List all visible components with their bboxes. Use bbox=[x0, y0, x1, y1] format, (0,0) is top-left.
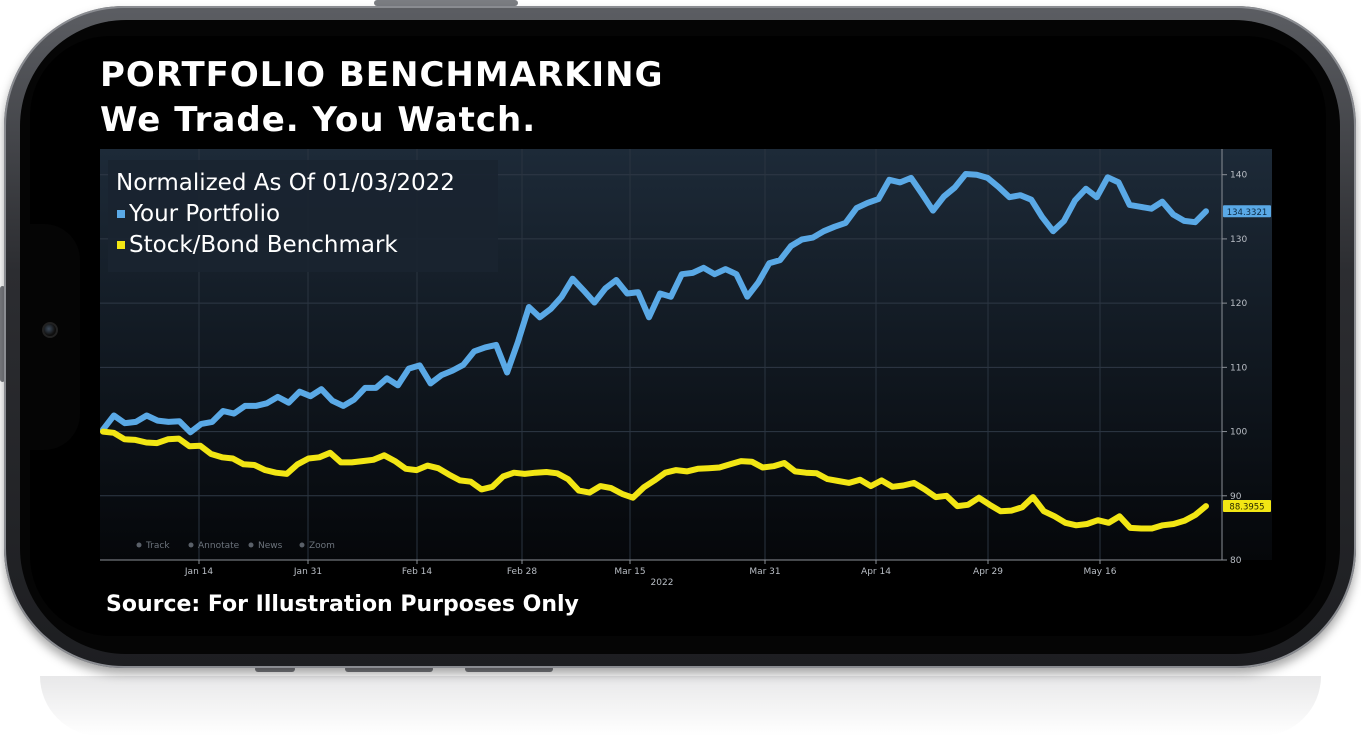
camera-icon bbox=[42, 322, 58, 338]
x-tick-label: Jan 31 bbox=[293, 567, 322, 577]
last-value-label: 134.3321 bbox=[1227, 208, 1268, 218]
last-value-tag bbox=[1223, 500, 1271, 513]
toolbar-item[interactable]: Annotate bbox=[198, 541, 240, 551]
series-lines: 134.3321 88.3955 bbox=[100, 171, 1271, 532]
toolbar-item[interactable]: Zoom bbox=[309, 541, 335, 551]
toolbar-item[interactable]: News bbox=[258, 541, 283, 551]
source-note: Source: For Illustration Purposes Only bbox=[106, 592, 579, 617]
y-tick-label: 80 bbox=[1230, 556, 1242, 566]
y-tick-label: 140 bbox=[1230, 171, 1247, 181]
x-year-label: 2022 bbox=[651, 578, 674, 588]
x-tick-label: Mar 15 bbox=[614, 567, 645, 577]
y-tick-label: 120 bbox=[1230, 299, 1247, 309]
x-tick-label: Apr 14 bbox=[861, 567, 891, 577]
volume-button-1 bbox=[255, 666, 295, 672]
top-button bbox=[374, 0, 518, 6]
x-tick-label: Mar 31 bbox=[749, 567, 780, 577]
legend: Normalized As Of 01/03/2022 Your Portfoli… bbox=[108, 160, 498, 272]
volume-button-3 bbox=[465, 666, 553, 672]
x-tick-label: May 16 bbox=[1084, 567, 1117, 577]
x-tick-label: Feb 28 bbox=[507, 567, 538, 577]
benchmark-line bbox=[100, 428, 1209, 532]
x-tick-label: Jan 14 bbox=[184, 567, 213, 577]
y-tick-label: 100 bbox=[1230, 428, 1247, 438]
x-tick-label: Feb 14 bbox=[402, 567, 433, 577]
y-tick-label: 90 bbox=[1230, 492, 1242, 502]
legend-entry: Your Portfolio bbox=[128, 201, 280, 227]
toolbar-icon bbox=[299, 542, 305, 548]
legend-entry: Stock/Bond Benchmark bbox=[129, 232, 398, 258]
toolbar-icon bbox=[136, 542, 142, 548]
notch bbox=[30, 224, 80, 450]
volume-button-2 bbox=[345, 666, 433, 672]
y-tick-label: 110 bbox=[1230, 363, 1247, 373]
y-tick-label: 130 bbox=[1230, 235, 1247, 245]
legend-swatch bbox=[117, 210, 125, 218]
toolbar-item[interactable]: Track bbox=[145, 541, 170, 551]
toolbar-icon bbox=[188, 542, 194, 548]
legend-box bbox=[108, 160, 498, 272]
last-value-tag bbox=[1223, 205, 1271, 218]
tagline: We Trade. You Watch. bbox=[100, 100, 537, 140]
portfolio-line bbox=[100, 171, 1209, 436]
phone-reflection bbox=[40, 676, 1321, 736]
legend-swatch bbox=[117, 241, 125, 249]
x-tick-label: Apr 29 bbox=[973, 567, 1003, 577]
last-value-label: 88.3955 bbox=[1229, 503, 1264, 513]
chart-toolbar: Track Annotate News Zoom bbox=[136, 541, 335, 551]
headline: PORTFOLIO BENCHMARKING bbox=[100, 55, 664, 95]
toolbar-icon bbox=[248, 542, 254, 548]
legend-heading: Normalized As Of 01/03/2022 bbox=[116, 170, 455, 196]
axes: 80 90 100 110 120 130 140 Jan 14 Jan 31 Feb 14 Feb… bbox=[100, 149, 1247, 588]
side-switch bbox=[0, 286, 5, 382]
